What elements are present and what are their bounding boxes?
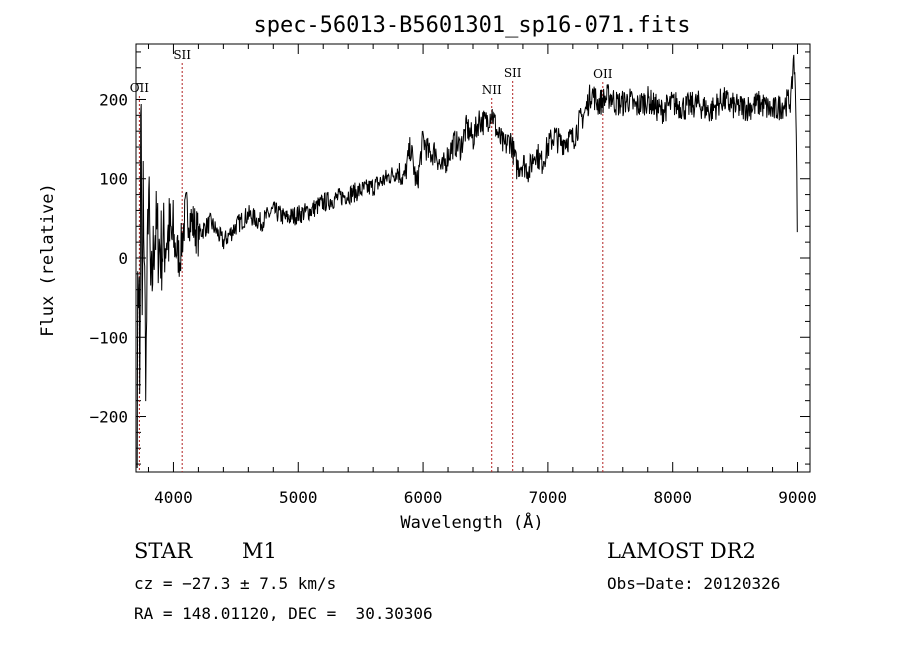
emission-line-label: OII	[130, 81, 150, 95]
redshift-velocity: cz = −27.3 ± 7.5 km/s	[134, 574, 337, 593]
x-axis: 4000 5000 6000 7000 8000 9000	[147, 44, 817, 507]
x-tick-label: 6000	[404, 488, 443, 507]
spectrum-line	[136, 54, 798, 469]
y-axis: −200 −100 0 100 200	[89, 51, 810, 465]
x-tick-label: 9000	[778, 488, 817, 507]
y-tick-label: 0	[118, 249, 128, 268]
plot-border	[135, 43, 811, 473]
y-tick-label: −200	[89, 408, 128, 427]
y-tick-label: 100	[99, 170, 128, 189]
emission-line-label: SII	[173, 48, 191, 62]
emission-line-label: SII	[504, 66, 522, 80]
chart-title: spec-56013-B5601301_sp16-071.fits	[253, 13, 690, 38]
x-tick-label: 8000	[653, 488, 692, 507]
emission-line-label: NII	[482, 83, 502, 97]
y-tick-label: −100	[89, 328, 128, 347]
y-tick-label: 200	[99, 90, 128, 109]
x-tick-label: 7000	[529, 488, 568, 507]
object-subclass: M1	[242, 539, 277, 563]
emission-line-label: OII	[593, 67, 613, 81]
observation-date: Obs−Date: 20120326	[607, 574, 781, 593]
y-axis-label: Flux (relative)	[38, 183, 58, 337]
coordinates: RA = 148.01120, DEC = 30.30306	[134, 604, 433, 623]
x-axis-label: Wavelength (Å)	[400, 511, 543, 533]
x-tick-label: 4000	[154, 488, 193, 507]
survey-name: LAMOST DR2	[607, 539, 756, 563]
object-class: STAR	[134, 539, 193, 563]
plot-frame	[135, 43, 811, 473]
x-tick-label: 5000	[279, 488, 318, 507]
